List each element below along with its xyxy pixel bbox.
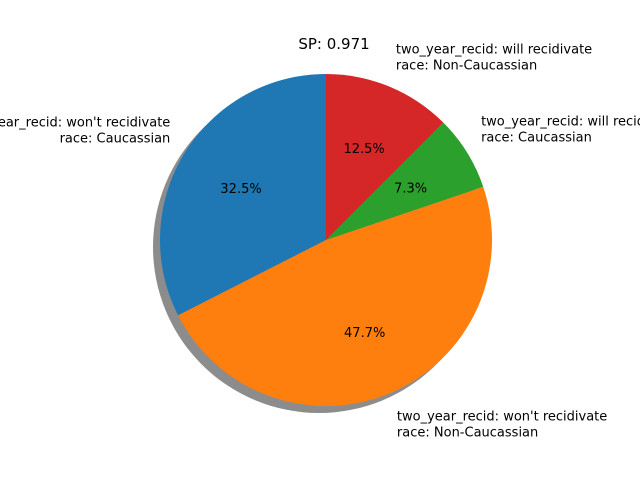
pie-slice-label-line: race: Caucassian [481, 131, 592, 146]
pie-slice-label-line: two_year_recid: won't recidivate [0, 116, 170, 131]
pie-slice-4 [326, 74, 444, 240]
pie-slice-label-line: race: Caucassian [60, 132, 171, 147]
pie-slices [159, 74, 493, 407]
pie-percent-labels: 32.5% 47.7% 7.3% 12.5% [220, 142, 427, 341]
pie-slice-label-line: two_year_recid: will recidivate [396, 42, 592, 57]
pie-slice-label-line: two_year_recid: won't recidivate [397, 409, 607, 424]
pie-slice-label-line: race: Non-Caucassian [396, 58, 537, 73]
pie-slice-label-4: two_year_recid: will recidivate race: Non… [396, 42, 592, 73]
pie-slice-label-line: two_year_recid: will recidivate [481, 115, 640, 130]
pie-slice-percent-2: 47.7% [344, 326, 385, 341]
pie-slice-1 [159, 74, 326, 316]
pie-slice-label-2: two_year_recid: won't recidivate race: No… [397, 409, 607, 440]
pie-slice-3 [326, 122, 484, 240]
pie-slice-percent-4: 12.5% [343, 142, 384, 157]
pie-slice-percent-3: 7.3% [394, 181, 427, 196]
pie-slice-percent-1: 32.5% [220, 182, 261, 197]
pie-slice-label-line: race: Non-Caucassian [397, 425, 538, 440]
chart-title: SP: 0.971 [298, 35, 369, 53]
pie-slice-2 [178, 186, 493, 407]
